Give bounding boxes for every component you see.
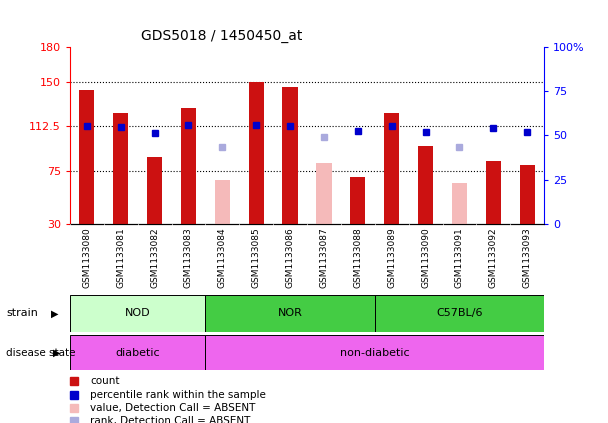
Bar	[147, 157, 162, 224]
Text: C57BL/6: C57BL/6	[436, 308, 483, 319]
Text: GSM1133089: GSM1133089	[387, 228, 396, 288]
Bar	[520, 165, 535, 224]
Text: GSM1133090: GSM1133090	[421, 228, 430, 288]
Bar	[181, 108, 196, 224]
Bar	[79, 91, 94, 224]
Text: value, Detection Call = ABSENT: value, Detection Call = ABSENT	[90, 403, 255, 413]
Bar	[486, 162, 501, 224]
Bar	[418, 146, 434, 224]
Text: disease state: disease state	[6, 348, 75, 358]
Bar	[350, 177, 365, 224]
Text: GSM1133088: GSM1133088	[353, 228, 362, 288]
Text: GSM1133087: GSM1133087	[319, 228, 328, 288]
Bar	[70, 335, 206, 370]
Text: GSM1133083: GSM1133083	[184, 228, 193, 288]
Text: percentile rank within the sample: percentile rank within the sample	[90, 390, 266, 400]
Text: NOD: NOD	[125, 308, 151, 319]
Bar	[70, 295, 206, 332]
Text: GSM1133093: GSM1133093	[523, 228, 532, 288]
Text: GSM1133081: GSM1133081	[116, 228, 125, 288]
Text: GSM1133084: GSM1133084	[218, 228, 227, 288]
Text: GSM1133092: GSM1133092	[489, 228, 498, 288]
Text: count: count	[90, 376, 120, 386]
Text: GSM1133086: GSM1133086	[286, 228, 295, 288]
Bar	[384, 113, 399, 224]
Bar	[283, 87, 298, 224]
Bar	[215, 180, 230, 224]
Bar	[206, 295, 375, 332]
Text: NOR: NOR	[278, 308, 303, 319]
Bar	[316, 162, 331, 224]
Text: ▶: ▶	[53, 348, 60, 358]
Text: GDS5018 / 1450450_at: GDS5018 / 1450450_at	[141, 29, 302, 43]
Text: diabetic: diabetic	[116, 348, 160, 358]
Bar	[375, 295, 544, 332]
Text: ▶: ▶	[51, 308, 58, 319]
Bar	[113, 113, 128, 224]
Bar	[249, 82, 264, 224]
Text: strain: strain	[6, 308, 38, 319]
Text: GSM1133085: GSM1133085	[252, 228, 261, 288]
Text: non-diabetic: non-diabetic	[340, 348, 410, 358]
Bar	[452, 183, 467, 224]
Bar	[206, 335, 544, 370]
Text: GSM1133080: GSM1133080	[82, 228, 91, 288]
Text: rank, Detection Call = ABSENT: rank, Detection Call = ABSENT	[90, 416, 250, 423]
Text: GSM1133091: GSM1133091	[455, 228, 464, 288]
Text: GSM1133082: GSM1133082	[150, 228, 159, 288]
